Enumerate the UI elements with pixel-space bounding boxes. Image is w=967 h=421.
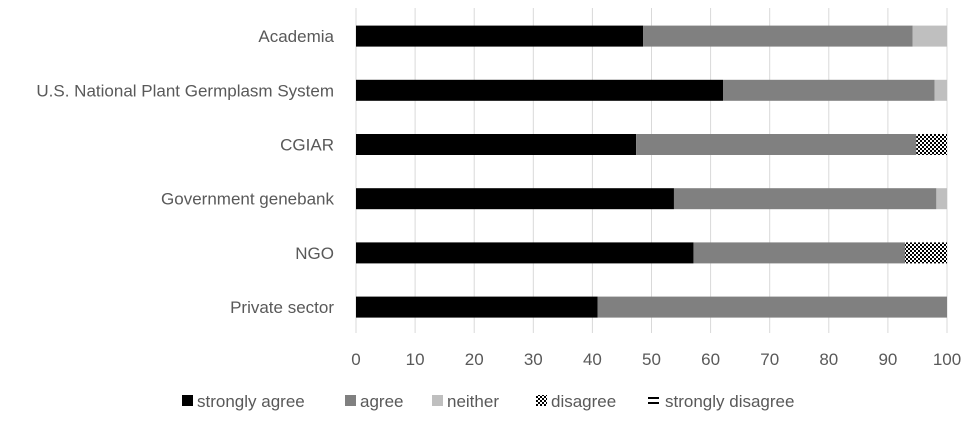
bar-segment xyxy=(912,25,947,47)
bar-segment xyxy=(636,134,917,155)
x-tick-label: 30 xyxy=(524,350,543,369)
legend-label: agree xyxy=(360,392,403,411)
legend-swatch xyxy=(432,395,443,406)
category-label: NGO xyxy=(295,244,334,263)
x-tick-label: 20 xyxy=(465,350,484,369)
bar-segment xyxy=(356,25,644,47)
bar-segment xyxy=(356,296,598,318)
legend-swatch xyxy=(648,395,659,406)
bar-segment xyxy=(916,134,947,155)
x-tick-label: 80 xyxy=(819,350,838,369)
bar-segment xyxy=(905,242,947,264)
category-label: Private sector xyxy=(230,298,334,317)
bar-segment xyxy=(356,134,637,155)
bar-segment xyxy=(356,242,694,264)
legend-label: disagree xyxy=(551,392,616,411)
x-tick-label: 100 xyxy=(933,350,961,369)
legend-label: strongly disagree xyxy=(665,392,794,411)
gridlines xyxy=(355,8,948,333)
bar-segment xyxy=(934,79,947,101)
bar-segment xyxy=(723,79,935,101)
bar-segment xyxy=(356,79,724,101)
legend-swatch xyxy=(345,395,356,406)
category-labels: Academia U.S. National Plant Germplasm Sy… xyxy=(36,27,334,317)
category-label: CGIAR xyxy=(280,136,334,155)
bar-segment xyxy=(597,296,947,318)
x-tick-label: 60 xyxy=(701,350,720,369)
x-tick-label: 10 xyxy=(406,350,425,369)
legend-swatch xyxy=(182,395,193,406)
category-label: Academia xyxy=(258,27,334,46)
bars xyxy=(356,25,947,318)
x-axis-tick-labels: 0 10 20 30 40 50 60 70 80 90 100 xyxy=(351,350,961,369)
legend-swatch xyxy=(536,395,547,406)
x-tick-label: 0 xyxy=(351,350,360,369)
bar-segment xyxy=(936,188,947,210)
category-label: Government genebank xyxy=(161,190,334,209)
legend-label: strongly agree xyxy=(197,392,305,411)
x-tick-label: 70 xyxy=(760,350,779,369)
legend: strongly agree agree neither disagree strong… xyxy=(182,392,794,411)
x-tick-label: 90 xyxy=(878,350,897,369)
bar-segment xyxy=(673,188,937,210)
bar-segment xyxy=(693,242,906,264)
x-tick-label: 40 xyxy=(583,350,602,369)
bar-segment xyxy=(643,25,913,47)
category-label: U.S. National Plant Germplasm System xyxy=(36,81,334,100)
x-tick-label: 50 xyxy=(642,350,661,369)
legend-label: neither xyxy=(447,392,499,411)
bar-segment xyxy=(356,188,674,210)
